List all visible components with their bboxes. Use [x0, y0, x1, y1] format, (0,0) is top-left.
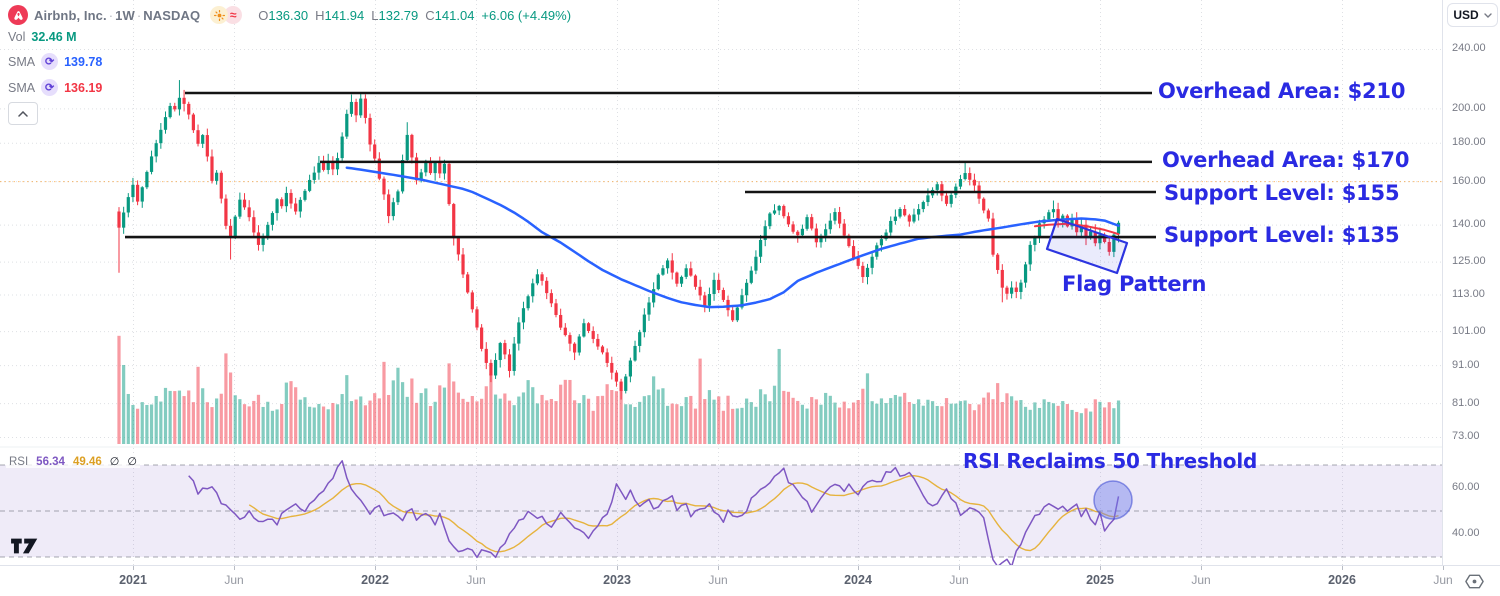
- separator: ·: [136, 7, 142, 23]
- time-axis-tick: [476, 566, 477, 570]
- chevron-down-icon: [1483, 12, 1492, 18]
- time-axis-tick: [1443, 566, 1444, 570]
- collapse-legend-button[interactable]: [8, 102, 38, 125]
- time-axis-tick: [1100, 566, 1101, 570]
- close-label: C: [425, 7, 435, 23]
- sync-icon[interactable]: ⟳: [41, 79, 59, 96]
- sun-icon: [210, 6, 229, 24]
- annotation-rsi-threshold: RSI Reclaims 50 Threshold: [963, 449, 1258, 473]
- time-axis-tick: [133, 566, 134, 570]
- waves-icon: ≈: [224, 6, 243, 24]
- currency-dropdown[interactable]: USD: [1447, 3, 1498, 27]
- sma2-value: 136.19: [64, 80, 103, 95]
- rsi-empty-symbol: ∅: [127, 456, 137, 468]
- close-value: 141.04: [434, 7, 475, 23]
- volume-legend-row: Vol 32.46 M: [8, 30, 77, 44]
- time-axis-tick: [959, 566, 960, 570]
- time-axis-label: 2024: [844, 573, 872, 587]
- rsi-value: 56.34: [36, 455, 65, 468]
- price-axis-label: 140.00: [1452, 218, 1486, 231]
- time-axis-tick: [1342, 566, 1343, 570]
- time-axis-label: Jun: [949, 573, 969, 587]
- price-axis-label: 101.00: [1452, 324, 1486, 337]
- price-axis-label: 200.00: [1452, 101, 1486, 114]
- low-label: L: [371, 7, 379, 23]
- annotation-flag-pattern: Flag Pattern: [1062, 272, 1207, 296]
- currency-label: USD: [1453, 8, 1479, 22]
- high-label: H: [315, 7, 325, 23]
- price-axis-label: 81.00: [1452, 396, 1480, 409]
- time-axis-label: Jun: [224, 573, 244, 587]
- sma2-label: SMA: [8, 80, 36, 95]
- open-label: O: [258, 7, 269, 23]
- rsi-label: RSI: [9, 455, 29, 468]
- symbol-header: Airbnb, Inc. · 1W · NASDAQ ≈ O136.30 H141.94…: [8, 5, 571, 25]
- rsi-legend-row: RSI 56.34 49.46 ∅ ∅: [6, 455, 140, 468]
- low-value: 132.79: [378, 7, 419, 23]
- time-axis-tick: [234, 566, 235, 570]
- time-axis-label: 2025: [1086, 573, 1114, 587]
- time-axis[interactable]: 2021 Jun 2022 Jun 2023 Jun 2024 Jun 2025 Jun 2026 J…: [0, 565, 1500, 596]
- price-axis-label: 91.00: [1452, 358, 1480, 371]
- rsi-empty-symbol: ∅: [109, 456, 120, 468]
- interval-label: 1W: [115, 7, 135, 23]
- annotation-overhead-170: Overhead Area: $170: [1162, 148, 1410, 172]
- rsi-ma-value: 49.46: [72, 455, 102, 468]
- price-axis-label: 113.00: [1452, 288, 1485, 301]
- price-axis-label: 125.00: [1452, 255, 1486, 268]
- symbol-title[interactable]: Airbnb, Inc. · 1W · NASDAQ: [34, 8, 200, 23]
- time-axis-label: Jun: [708, 573, 728, 587]
- time-axis-label: 2023: [603, 573, 631, 587]
- rsi-axis-label: 60.00: [1452, 481, 1480, 493]
- open-value: 136.30: [268, 7, 309, 23]
- sync-icon[interactable]: ⟳: [41, 53, 59, 70]
- time-axis-tick: [718, 566, 719, 570]
- high-value: 141.94: [324, 7, 365, 23]
- timezone-hexagon-icon[interactable]: [1464, 571, 1485, 596]
- time-axis-tick: [1201, 566, 1202, 570]
- volume-value: 32.46 M: [31, 30, 77, 44]
- ohlc-readout: O136.30 H141.94 L132.79 C141.04 +6.06 (+…: [258, 8, 571, 23]
- price-axis-label: 180.00: [1452, 136, 1486, 149]
- tradingview-logo[interactable]: [10, 537, 40, 560]
- symbol-name: Airbnb, Inc.: [34, 7, 107, 23]
- time-axis-label: 2021: [119, 573, 147, 587]
- price-axis-label: 240.00: [1452, 42, 1486, 55]
- price-axis-label: 160.00: [1452, 174, 1486, 187]
- airbnb-logo-icon[interactable]: [8, 5, 28, 25]
- sma1-legend-row: SMA ⟳ 139.78: [8, 53, 102, 70]
- time-axis-label: 2022: [361, 573, 389, 587]
- change-value: +6.06 (+4.49%): [481, 7, 572, 23]
- annotation-overhead-210: Overhead Area: $210: [1158, 79, 1406, 103]
- sma2-legend-row: SMA ⟳ 136.19: [8, 79, 102, 96]
- market-status-badges[interactable]: ≈: [210, 6, 243, 24]
- time-axis-tick: [858, 566, 859, 570]
- time-axis-tick: [375, 566, 376, 570]
- time-axis-label: Jun: [466, 573, 486, 587]
- exchange-label: NASDAQ: [143, 7, 201, 23]
- volume-label: Vol: [8, 30, 26, 44]
- price-axis[interactable]: USD 240.00 200.00 180.00 160.00 140.00 125.00…: [1442, 0, 1500, 565]
- time-axis-label: 2026: [1328, 573, 1356, 587]
- annotation-support-155: Support Level: $155: [1164, 181, 1400, 205]
- rsi-axis-label: 40.00: [1452, 527, 1480, 539]
- time-axis-label: Jun: [1433, 573, 1453, 587]
- time-axis-tick: [617, 566, 618, 570]
- sma1-value: 139.78: [64, 54, 103, 69]
- price-axis-label: 73.00: [1452, 430, 1480, 443]
- time-axis-label: Jun: [1191, 573, 1211, 587]
- sma1-label: SMA: [8, 54, 36, 69]
- separator: ·: [108, 7, 114, 23]
- annotation-support-135: Support Level: $135: [1164, 223, 1400, 247]
